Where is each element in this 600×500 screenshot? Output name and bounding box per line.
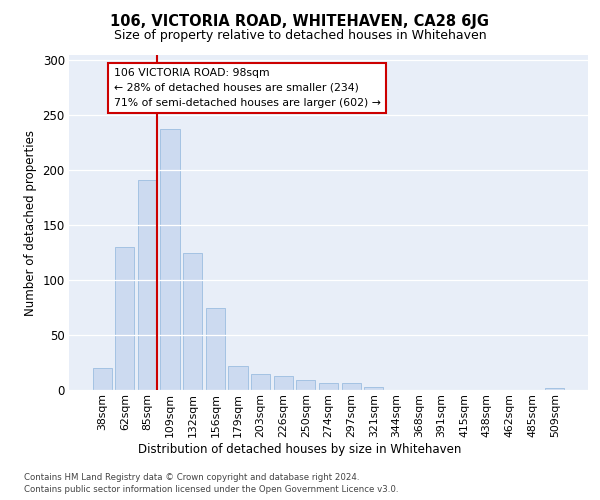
Bar bbox=[319, 384, 338, 390]
Bar bbox=[545, 388, 565, 390]
Bar bbox=[160, 128, 180, 390]
Bar bbox=[274, 376, 293, 390]
Bar bbox=[115, 247, 134, 390]
Y-axis label: Number of detached properties: Number of detached properties bbox=[24, 130, 37, 316]
Text: Size of property relative to detached houses in Whitehaven: Size of property relative to detached ho… bbox=[113, 29, 487, 42]
Bar bbox=[206, 308, 225, 390]
Bar bbox=[341, 384, 361, 390]
Bar bbox=[364, 386, 383, 390]
Bar bbox=[229, 366, 248, 390]
Bar bbox=[296, 380, 316, 390]
Bar bbox=[92, 368, 112, 390]
Text: Contains public sector information licensed under the Open Government Licence v3: Contains public sector information licen… bbox=[24, 485, 398, 494]
Text: Contains HM Land Registry data © Crown copyright and database right 2024.: Contains HM Land Registry data © Crown c… bbox=[24, 472, 359, 482]
Text: Distribution of detached houses by size in Whitehaven: Distribution of detached houses by size … bbox=[139, 442, 461, 456]
Bar bbox=[138, 180, 157, 390]
Bar bbox=[251, 374, 270, 390]
Text: 106 VICTORIA ROAD: 98sqm
← 28% of detached houses are smaller (234)
71% of semi-: 106 VICTORIA ROAD: 98sqm ← 28% of detach… bbox=[113, 68, 380, 108]
Text: 106, VICTORIA ROAD, WHITEHAVEN, CA28 6JG: 106, VICTORIA ROAD, WHITEHAVEN, CA28 6JG bbox=[110, 14, 490, 29]
Bar bbox=[183, 252, 202, 390]
